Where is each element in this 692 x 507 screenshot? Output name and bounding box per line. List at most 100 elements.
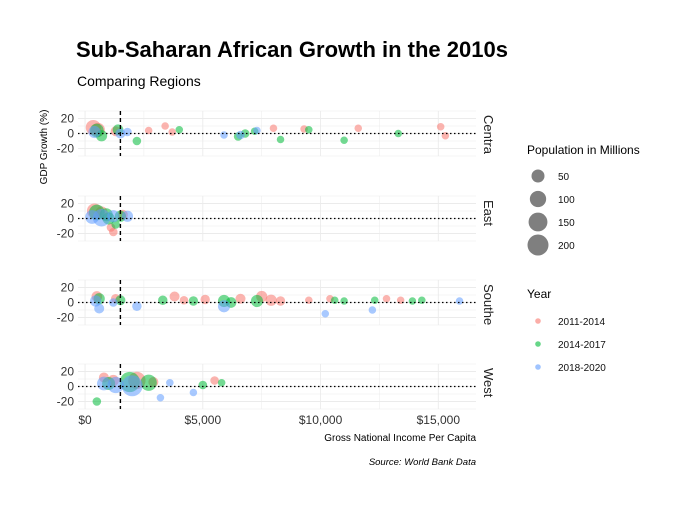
- y-tick-label: -20: [57, 395, 75, 409]
- size-legend-label: 150: [558, 218, 575, 229]
- x-axis-title: Gross National Income Per Capita: [324, 433, 476, 444]
- data-point: [144, 126, 153, 135]
- data-point: [382, 294, 391, 303]
- data-point: [370, 296, 379, 305]
- data-point: [107, 210, 120, 223]
- data-point: [250, 294, 264, 308]
- data-point: [166, 378, 174, 387]
- data-point: [408, 297, 417, 305]
- data-point: [88, 125, 101, 139]
- color-legend: Year 2011-2014 2014-2017 2018-2020: [527, 287, 606, 374]
- gridlines: [78, 110, 476, 157]
- data-point: [109, 227, 118, 237]
- data-point: [92, 209, 111, 227]
- y-tick-label: -20: [57, 142, 75, 156]
- size-legend-label: 100: [558, 195, 575, 206]
- data-point: [175, 125, 184, 134]
- data-point: [275, 296, 286, 306]
- data-point: [198, 380, 208, 390]
- data-point: [179, 295, 189, 305]
- data-point: [200, 294, 210, 305]
- chart-subtitle: Comparing Regions: [77, 73, 201, 89]
- size-legend-title: Population in Millions: [527, 143, 640, 157]
- data-point: [368, 306, 377, 314]
- data-point: [94, 303, 105, 314]
- y-tick-label: 20: [61, 365, 75, 379]
- color-legend-key: [535, 341, 541, 347]
- facet-strip-label: West: [481, 368, 496, 398]
- y-tick-label: -20: [57, 311, 75, 325]
- color-legend-label: 2011-2014: [558, 317, 606, 328]
- size-legend-label: 200: [558, 241, 575, 252]
- x-tick-label: $10,000: [299, 413, 343, 427]
- data-point: [111, 220, 120, 229]
- data-point: [253, 126, 261, 135]
- size-legend: Population in Millions 50 100 150 200: [527, 143, 640, 256]
- data-point: [436, 122, 445, 131]
- data-point: [354, 124, 363, 133]
- y-tick-label: 20: [61, 112, 75, 126]
- data-point: [121, 375, 143, 397]
- y-tick-label: 20: [61, 197, 75, 211]
- facet-strip-label: Southe: [481, 284, 496, 325]
- data-point: [169, 291, 180, 302]
- data-point: [109, 298, 118, 307]
- x-tick-label: $0: [78, 413, 92, 427]
- data-point: [269, 124, 278, 133]
- data-point: [158, 295, 168, 305]
- data-point: [188, 296, 199, 306]
- data-point: [121, 210, 134, 222]
- facet-strip-label: Centra: [481, 115, 496, 155]
- data-point: [217, 378, 226, 387]
- size-legend-key: [528, 212, 548, 232]
- size-legend-key: [531, 169, 545, 183]
- y-tick-label: 0: [67, 212, 74, 226]
- y-axis-title: GDP Growth (%): [39, 110, 50, 185]
- data-point: [107, 376, 124, 394]
- color-legend-key: [535, 318, 541, 324]
- gridlines: [78, 195, 476, 242]
- x-tick-label: $5,000: [184, 413, 221, 427]
- color-legend-label: 2018-2020: [558, 363, 606, 374]
- data-point: [132, 301, 142, 311]
- facet-panel-east: 200-20 East: [57, 195, 496, 242]
- data-point: [220, 131, 228, 139]
- y-tick-label: 0: [67, 380, 74, 394]
- y-tick-label: 20: [61, 281, 75, 295]
- data-point: [217, 300, 231, 313]
- data-point: [236, 130, 245, 140]
- data-point: [305, 125, 313, 134]
- data-point: [235, 293, 246, 304]
- chart-caption: Source: World Bank Data: [369, 457, 476, 468]
- color-legend-title: Year: [527, 287, 551, 301]
- y-tick-label: 0: [67, 296, 74, 310]
- size-legend-key: [527, 234, 549, 256]
- size-legend-label: 50: [558, 172, 570, 183]
- color-legend-label: 2014-2017: [558, 340, 606, 351]
- data-point: [210, 376, 219, 385]
- chart-title: Sub-Saharan African Growth in the 2010s: [76, 37, 508, 62]
- gridlines: [78, 279, 476, 326]
- data-point: [340, 297, 348, 305]
- data-point: [161, 122, 169, 130]
- data-point: [455, 297, 464, 305]
- data-point: [156, 393, 165, 402]
- data-point: [123, 127, 132, 137]
- size-legend-key: [529, 190, 547, 208]
- data-point: [92, 397, 102, 406]
- facet-strip-label: East: [481, 200, 496, 226]
- x-axis: $0 $5,000 $10,000 $15,000: [78, 413, 460, 427]
- y-tick-label: 0: [67, 127, 74, 141]
- data-point: [418, 296, 426, 305]
- data-point: [340, 136, 348, 145]
- color-legend-key: [535, 364, 541, 370]
- data-point: [276, 135, 285, 144]
- data-point: [321, 309, 330, 318]
- x-tick-label: $15,000: [417, 413, 461, 427]
- data-point: [168, 128, 176, 136]
- data-point: [265, 294, 277, 306]
- data-point: [140, 374, 157, 391]
- data-point: [330, 296, 339, 305]
